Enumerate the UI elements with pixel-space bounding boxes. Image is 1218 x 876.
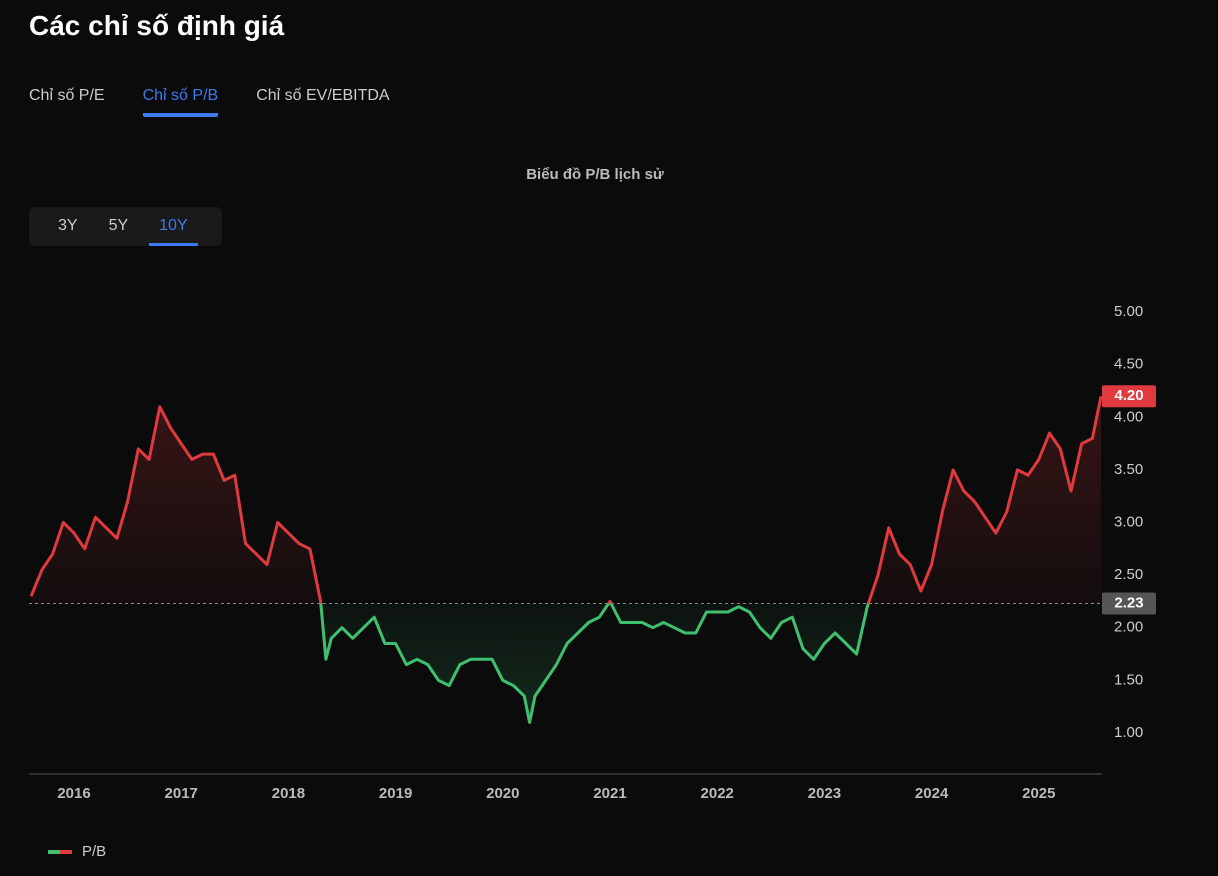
x-tick-label: 2023	[808, 785, 841, 802]
x-tick-label: 2017	[165, 785, 198, 802]
x-tick-label: 2024	[915, 785, 949, 802]
tab[interactable]: Chỉ số EV/EBITDA	[256, 87, 390, 104]
range-button[interactable]: 5Y	[108, 217, 129, 234]
x-tick-label: 2025	[1022, 785, 1055, 802]
range-selector: 3Y 5Y 10Y	[29, 207, 222, 246]
page-title: Các chỉ số định giá	[29, 10, 285, 41]
x-tick-label: 2021	[593, 785, 626, 802]
line	[29, 395, 1103, 724]
tab-bar: Chỉ số P/E Chỉ số P/B Chỉ số EV/EBITDA	[29, 87, 390, 117]
chart-title: Biểu đồ P/B lịch sử	[526, 166, 664, 183]
area	[31, 396, 1102, 723]
x-tick-label: 2020	[486, 785, 519, 802]
reference-label-bg	[1102, 592, 1156, 615]
y-tick-label: 2.50	[1114, 566, 1143, 583]
y-tick-label: 4.00	[1114, 408, 1143, 425]
y-tick-label: 3.50	[1114, 461, 1143, 478]
x-tick-label: 2018	[272, 785, 305, 802]
range-button[interactable]: 10Y	[149, 207, 198, 246]
y-tick-label: 5.00	[1114, 303, 1143, 320]
y-tick-label: 1.00	[1114, 724, 1143, 741]
last-value-bg	[1102, 385, 1156, 408]
last-value-label: 4.20	[1114, 387, 1143, 404]
y-tick-label: 4.50	[1114, 356, 1143, 373]
x-tick-label: 2019	[379, 785, 412, 802]
x-tick-label: 2016	[57, 785, 90, 802]
x-tick-label: 2022	[701, 785, 734, 802]
range-button[interactable]: 3Y	[58, 217, 78, 234]
tab[interactable]: Chỉ số P/E	[29, 87, 105, 104]
y-tick-label: 1.50	[1114, 671, 1143, 688]
reference-label: 2.23	[1114, 595, 1143, 612]
legend-label: P/B	[82, 843, 106, 860]
y-tick-label: 3.00	[1114, 513, 1143, 530]
tab[interactable]: Chỉ số P/B	[142, 87, 219, 117]
y-tick-label: 2.00	[1114, 619, 1143, 636]
